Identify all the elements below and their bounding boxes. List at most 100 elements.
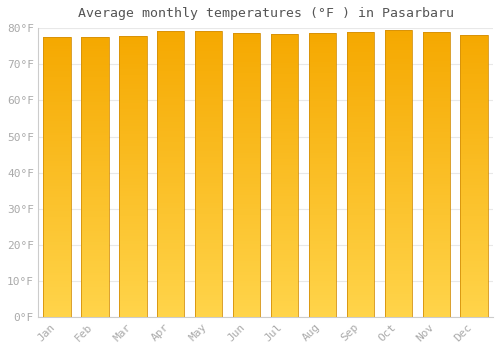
Bar (271, 204, 298, 207)
Bar (309, 84, 336, 87)
Bar (460, 244, 487, 247)
Bar (384, 139, 412, 142)
Bar (271, 224, 298, 227)
Bar (309, 221, 336, 224)
Bar (460, 176, 487, 179)
Bar (346, 232, 374, 235)
Bar (157, 263, 184, 266)
Bar (195, 82, 222, 85)
Bar (309, 249, 336, 252)
Bar (233, 87, 260, 90)
Bar (460, 173, 487, 176)
Bar (195, 246, 222, 248)
Bar (233, 312, 260, 315)
Bar (271, 94, 298, 97)
Bar (195, 248, 222, 252)
Bar (460, 199, 487, 202)
Bar (309, 312, 336, 315)
Bar (119, 109, 146, 112)
Bar (271, 264, 298, 266)
Bar (233, 232, 260, 235)
Bar (82, 289, 108, 292)
Bar (460, 286, 487, 289)
Bar (157, 286, 184, 289)
Bar (384, 298, 412, 300)
Bar (271, 91, 298, 94)
Bar (309, 93, 336, 96)
Bar (422, 141, 450, 144)
Bar (384, 64, 412, 67)
Bar (460, 69, 487, 72)
Bar (157, 252, 184, 254)
Bar (309, 266, 336, 269)
Bar (271, 196, 298, 198)
Bar (157, 131, 184, 134)
Bar (82, 161, 108, 163)
Bar (346, 203, 374, 206)
Bar (157, 51, 184, 54)
Bar (157, 120, 184, 122)
Bar (422, 41, 450, 44)
Bar (195, 102, 222, 105)
Bar (384, 312, 412, 315)
Bar (119, 95, 146, 98)
Bar (157, 62, 184, 65)
Bar (422, 86, 450, 89)
Bar (346, 37, 374, 40)
Bar (309, 300, 336, 303)
Bar (460, 222, 487, 224)
Bar (119, 309, 146, 312)
Bar (233, 258, 260, 261)
Bar (346, 246, 374, 249)
Bar (44, 264, 70, 267)
Bar (233, 161, 260, 164)
Bar (384, 119, 412, 122)
Bar (157, 108, 184, 111)
Bar (271, 184, 298, 187)
Bar (195, 183, 222, 186)
Bar (460, 106, 487, 108)
Bar (82, 96, 108, 99)
Bar (309, 47, 336, 50)
Bar (157, 191, 184, 194)
Bar (195, 120, 222, 122)
Bar (309, 124, 336, 127)
Bar (157, 183, 184, 186)
Bar (44, 177, 70, 180)
Bar (309, 99, 336, 101)
Bar (233, 190, 260, 193)
Bar (82, 217, 108, 219)
Bar (460, 238, 487, 241)
Bar (44, 46, 70, 49)
Bar (422, 266, 450, 269)
Bar (271, 286, 298, 289)
Bar (309, 161, 336, 164)
Bar (422, 203, 450, 206)
Bar (422, 240, 450, 243)
Bar (82, 309, 108, 312)
Bar (82, 79, 108, 82)
Bar (157, 211, 184, 214)
Bar (271, 218, 298, 221)
Bar (44, 312, 70, 315)
Bar (271, 60, 298, 63)
Bar (309, 244, 336, 246)
Bar (233, 59, 260, 62)
Bar (233, 158, 260, 161)
Bar (346, 260, 374, 263)
Bar (82, 107, 108, 110)
Bar (82, 253, 108, 256)
Bar (82, 242, 108, 245)
Bar (119, 261, 146, 264)
Bar (82, 205, 108, 208)
Bar (82, 169, 108, 172)
Bar (82, 287, 108, 289)
Bar (233, 102, 260, 104)
Bar (271, 97, 298, 99)
Bar (157, 280, 184, 283)
Bar (82, 71, 108, 74)
Bar (82, 211, 108, 214)
Bar (422, 215, 450, 218)
Bar (157, 56, 184, 59)
Bar (44, 133, 70, 135)
